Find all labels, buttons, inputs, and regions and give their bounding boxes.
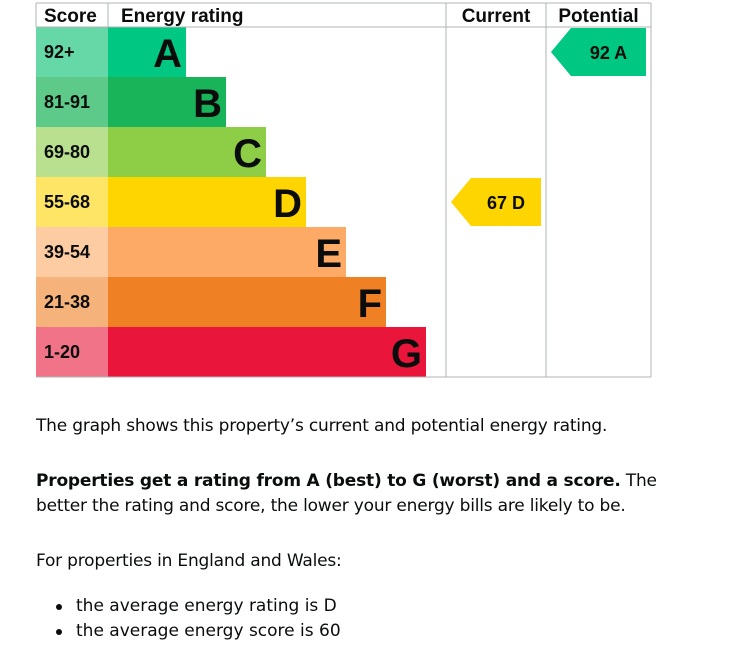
current-rating-arrow [451,178,541,226]
score-range-c: 69-80 [44,142,90,162]
average-stats-list: the average energy rating is D the avera… [36,594,341,644]
header-energy-rating: Energy rating [121,6,243,27]
header-potential: Potential [558,6,638,27]
score-range-e: 39-54 [44,242,90,262]
score-range-b: 81-91 [44,92,90,112]
header-current: Current [462,6,531,27]
average-score-item: the average energy score is 60 [36,619,341,644]
rating-letter-a: A [153,32,182,76]
rating-bar-b [108,77,226,127]
score-cell-d [36,177,108,227]
rating-bar-a [108,27,186,77]
chart-summary-text: The graph shows this property’s current … [36,416,608,436]
header-score: Score [44,6,97,27]
score-cell-b [36,77,108,127]
rating-bar-d [108,177,306,227]
score-range-f: 21-38 [44,292,90,312]
rating-explanation-bold: Properties get a rating from A (best) to… [36,471,621,491]
rating-letter-c: C [233,132,262,176]
energy-rating-chart: Score Energy rating Current Potential 92+ A 81… [35,2,652,378]
rating-bar-f [108,277,386,327]
rating-bar-c [108,127,266,177]
score-cell-a [36,27,108,77]
score-cell-c [36,127,108,177]
rating-bar-g [108,327,426,377]
score-range-g: 1-20 [44,342,80,362]
rating-letter-b: B [193,82,222,126]
rating-letter-e: E [315,232,342,276]
rating-letter-d: D [273,182,302,226]
rating-letter-g: G [391,332,422,376]
score-range-d: 55-68 [44,192,90,212]
current-rating-label: 67 D [487,193,525,213]
score-cell-e [36,227,108,277]
rating-explanation-text: Properties get a rating from A (best) to… [36,469,696,519]
score-cell-f [36,277,108,327]
rating-letter-f: F [358,282,382,326]
score-range-a: 92+ [44,42,75,62]
score-cell-g [36,327,108,377]
rating-explanation-rest: The better the rating and score, the low… [36,471,657,516]
region-intro-text: For properties in England and Wales: [36,551,342,571]
potential-rating-arrow [551,28,646,76]
rating-bar-e [108,227,346,277]
potential-rating-label: 92 A [590,43,627,63]
average-rating-item: the average energy rating is D [36,594,341,619]
